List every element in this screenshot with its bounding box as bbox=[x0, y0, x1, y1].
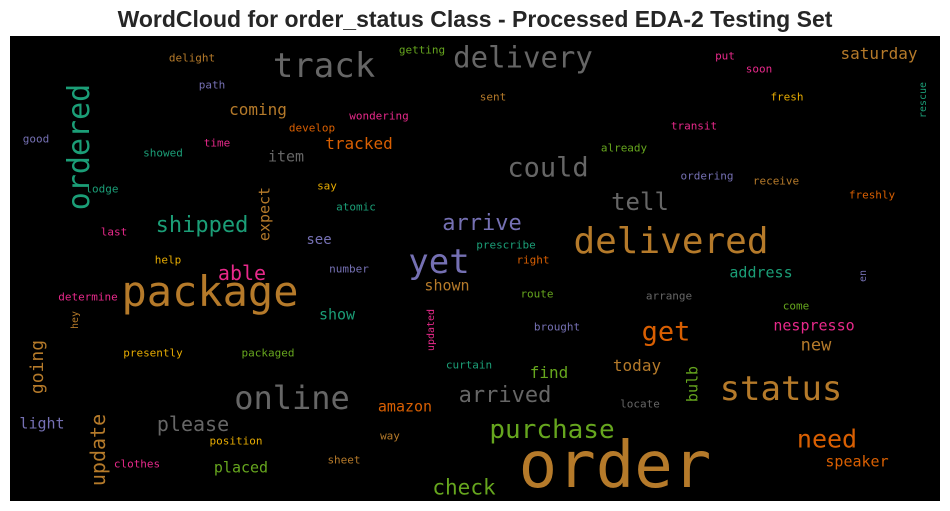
word-curtain: curtain bbox=[445, 358, 493, 372]
word-come: come bbox=[782, 299, 810, 313]
word-please: please bbox=[156, 412, 230, 436]
word-light: light bbox=[19, 414, 65, 433]
word-prescribe: prescribe bbox=[476, 238, 536, 252]
word-find: find bbox=[529, 363, 569, 382]
word-coming: coming bbox=[229, 100, 287, 119]
word-showed: showed bbox=[143, 146, 183, 160]
word-tell: tell bbox=[611, 188, 669, 216]
word-shown: shown bbox=[424, 276, 470, 295]
word-tracked: tracked bbox=[325, 134, 393, 153]
word-update: update bbox=[86, 413, 110, 487]
word-see: see bbox=[306, 232, 332, 248]
word-yet: yet bbox=[408, 242, 470, 282]
word-arrive: arrive bbox=[442, 211, 522, 236]
word-develop: develop bbox=[288, 121, 336, 135]
word-determine: determine bbox=[58, 290, 118, 304]
word-way: way bbox=[380, 429, 400, 443]
word-time: time bbox=[203, 136, 231, 150]
word-amazon: amazon bbox=[377, 397, 433, 416]
word-check: check bbox=[432, 475, 496, 500]
word-saturday: saturday bbox=[840, 44, 918, 63]
word-arrange: arrange bbox=[645, 289, 693, 303]
word-speaker: speaker bbox=[825, 452, 889, 471]
word-purchase: purchase bbox=[489, 415, 615, 445]
word-freshly: freshly bbox=[848, 188, 896, 202]
word-receive: receive bbox=[752, 174, 800, 188]
word-put: put bbox=[715, 49, 735, 63]
word-number: number bbox=[329, 262, 369, 276]
word-need: need bbox=[796, 424, 858, 454]
word-fresh: fresh bbox=[770, 90, 804, 104]
word-right: right bbox=[516, 253, 550, 267]
word-packaged: packaged bbox=[241, 346, 295, 360]
word-wondering: wondering bbox=[349, 109, 409, 123]
word-delight: delight bbox=[168, 51, 216, 65]
word-en: en bbox=[858, 269, 869, 283]
word-position: position bbox=[209, 434, 263, 448]
word-online: online bbox=[234, 379, 350, 417]
word-brought: brought bbox=[533, 320, 581, 334]
word-updated: updated bbox=[426, 308, 437, 352]
word-say: say bbox=[317, 179, 337, 193]
word-item: item bbox=[267, 147, 305, 166]
word-status: status bbox=[719, 369, 843, 409]
word-rescue: rescue bbox=[918, 81, 929, 119]
word-sheet: sheet bbox=[327, 453, 361, 467]
word-expect: expect bbox=[255, 186, 274, 242]
word-locate: locate bbox=[620, 397, 660, 411]
word-shipped: shipped bbox=[155, 213, 249, 238]
word-track: track bbox=[272, 46, 376, 86]
word-today: today bbox=[612, 356, 662, 375]
word-clothes: clothes bbox=[113, 457, 161, 471]
word-ordering: ordering bbox=[680, 169, 734, 183]
word-already: already bbox=[600, 141, 648, 155]
word-address: address bbox=[729, 263, 793, 282]
word-nespresso: nespresso bbox=[773, 316, 855, 335]
word-arrived: arrived bbox=[458, 383, 552, 408]
word-getting: getting bbox=[398, 43, 446, 57]
word-order: order bbox=[518, 429, 712, 501]
word-path: path bbox=[198, 78, 226, 92]
word-route: route bbox=[520, 287, 554, 301]
chart-title: WordCloud for order_status Class - Proce… bbox=[117, 6, 833, 32]
word-help: help bbox=[154, 253, 182, 267]
word-could: could bbox=[507, 152, 589, 184]
word-transit: transit bbox=[670, 119, 718, 133]
word-new: new bbox=[800, 335, 832, 356]
word-sent: sent bbox=[479, 90, 507, 104]
word-delivered: delivered bbox=[573, 221, 769, 262]
word-delivery: delivery bbox=[453, 40, 593, 75]
wordcloud-canvas: order package delivered status track ordered o… bbox=[10, 36, 940, 501]
word-presently: presently bbox=[123, 346, 183, 360]
word-bulb: bulb bbox=[683, 365, 702, 403]
word-going: going bbox=[27, 339, 48, 395]
word-package: package bbox=[121, 267, 299, 316]
word-placed: placed bbox=[213, 458, 269, 477]
word-show: show bbox=[318, 305, 356, 324]
word-atomic: atomic bbox=[336, 200, 376, 214]
word-lodge: lodge bbox=[85, 182, 119, 196]
word-good: good bbox=[22, 132, 50, 146]
word-hey: hey bbox=[70, 310, 81, 330]
word-soon: soon bbox=[745, 62, 773, 76]
word-get: get bbox=[641, 316, 691, 348]
word-able: able bbox=[217, 261, 267, 285]
word-last: last bbox=[100, 225, 128, 239]
